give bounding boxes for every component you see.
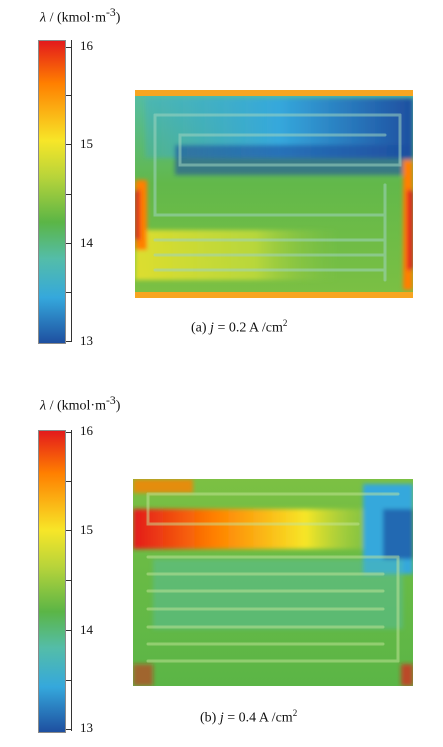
tick-16-b — [66, 432, 72, 433]
tick-minor-a2 — [66, 194, 72, 195]
tick-label-13-b: 13 — [80, 720, 93, 735]
unit-label-a: λ / (kmol·m-3) — [40, 6, 121, 26]
unit-label-b: λ / (kmol·m-3) — [40, 394, 121, 414]
tick-label-16-a: 16 — [80, 38, 93, 53]
tick-minor-b1 — [66, 481, 72, 482]
tick-minor-b3 — [66, 680, 72, 681]
concentration-map-b — [133, 479, 413, 686]
tick-15-a — [66, 144, 72, 145]
tick-label-14-b: 14 — [80, 622, 93, 637]
tick-minor-a3 — [66, 292, 72, 293]
tick-minor-a1 — [66, 95, 72, 96]
tick-label-13-a: 13 — [80, 333, 93, 348]
panel-b: λ / (kmol·m-3) 16 15 14 13 — [0, 386, 443, 747]
tick-16-a — [66, 47, 72, 48]
tick-label-15-b: 15 — [80, 522, 93, 537]
panel-a: λ / (kmol·m-3) 16 15 14 13 — [0, 0, 443, 370]
tick-label-14-a: 14 — [80, 235, 93, 250]
colorbar-axis-a — [71, 40, 72, 342]
colorbar-b — [38, 430, 66, 733]
caption-b: (b) j = 0.4 A /cm2 — [200, 708, 298, 726]
tick-13-a — [66, 341, 72, 342]
tick-label-15-a: 15 — [80, 136, 93, 151]
colorbar-a — [38, 40, 66, 344]
caption-a: (a) j = 0.2 A /cm2 — [191, 318, 288, 336]
tick-15-b — [66, 530, 72, 531]
tick-14-b — [66, 630, 72, 631]
concentration-map-a — [135, 90, 413, 298]
tick-label-16-b: 16 — [80, 423, 93, 438]
tick-minor-b2 — [66, 580, 72, 581]
tick-14-a — [66, 243, 72, 244]
tick-13-b — [66, 729, 72, 730]
